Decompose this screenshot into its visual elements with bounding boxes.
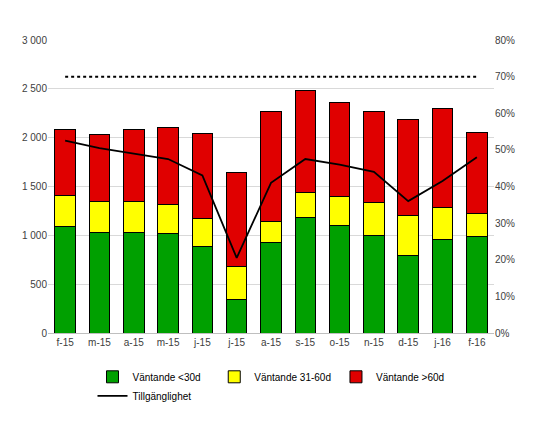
svg-text:20%: 20% bbox=[495, 254, 515, 265]
svg-text:a-15: a-15 bbox=[261, 337, 281, 348]
svg-text:f-15: f-15 bbox=[57, 337, 75, 348]
svg-text:j-16: j-16 bbox=[433, 337, 451, 348]
svg-text:s-15: s-15 bbox=[296, 337, 316, 348]
svg-text:70%: 70% bbox=[495, 71, 515, 82]
svg-text:d-15: d-15 bbox=[398, 337, 418, 348]
svg-text:10%: 10% bbox=[495, 291, 515, 302]
svg-text:j-15: j-15 bbox=[193, 337, 211, 348]
svg-text:Väntande 31-60d: Väntande 31-60d bbox=[254, 372, 331, 383]
svg-text:30%: 30% bbox=[495, 218, 515, 229]
svg-text:500: 500 bbox=[30, 279, 47, 290]
svg-text:80%: 80% bbox=[495, 35, 515, 46]
svg-text:0: 0 bbox=[41, 328, 47, 339]
svg-text:1 500: 1 500 bbox=[22, 181, 47, 192]
svg-text:1 000: 1 000 bbox=[22, 230, 47, 241]
svg-text:Väntande <30d: Väntande <30d bbox=[133, 372, 201, 383]
svg-text:n-15: n-15 bbox=[364, 337, 384, 348]
svg-text:3 000: 3 000 bbox=[22, 35, 47, 46]
svg-text:40%: 40% bbox=[495, 181, 515, 192]
svg-text:0%: 0% bbox=[495, 328, 510, 339]
svg-text:Tillgänglighet: Tillgänglighet bbox=[133, 391, 192, 402]
svg-text:j-15: j-15 bbox=[227, 337, 245, 348]
svg-text:m-15: m-15 bbox=[157, 337, 180, 348]
svg-text:2 500: 2 500 bbox=[22, 83, 47, 94]
svg-text:o-15: o-15 bbox=[330, 337, 350, 348]
svg-text:a-15: a-15 bbox=[124, 337, 144, 348]
svg-text:50%: 50% bbox=[495, 144, 515, 155]
svg-text:60%: 60% bbox=[495, 108, 515, 119]
svg-text:m-15: m-15 bbox=[88, 337, 111, 348]
svg-text:2 000: 2 000 bbox=[22, 132, 47, 143]
svg-text:f-16: f-16 bbox=[468, 337, 486, 348]
svg-text:Väntande >60d: Väntande >60d bbox=[376, 372, 444, 383]
